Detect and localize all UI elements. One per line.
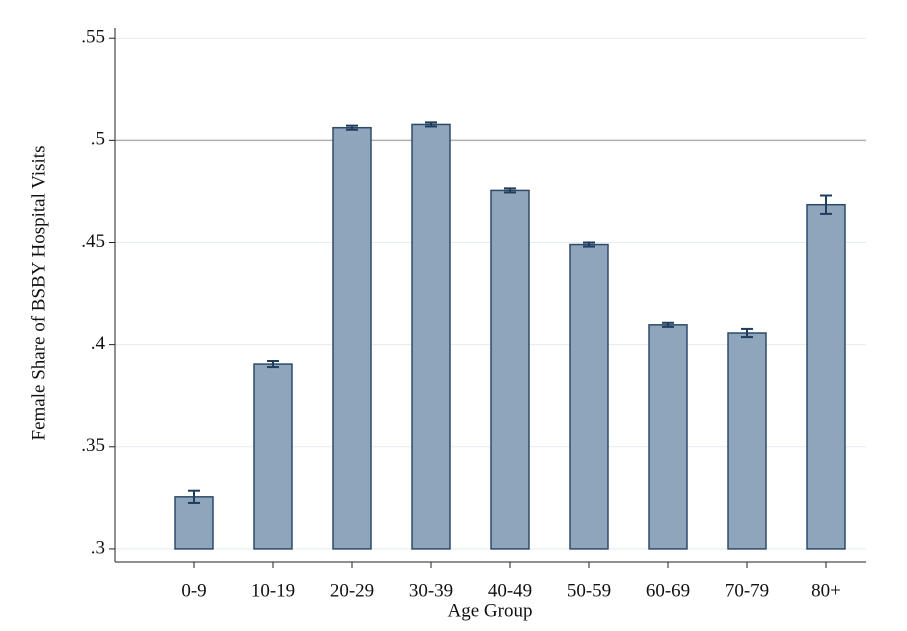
bar — [648, 324, 688, 550]
x-tick-label: 80+ — [811, 580, 841, 601]
bar — [411, 123, 451, 550]
x-axis-label: Age Group — [448, 600, 533, 621]
x-tick-label: 40-49 — [488, 580, 532, 601]
bar — [174, 496, 214, 550]
x-tick-label: 20-29 — [330, 580, 374, 601]
bar — [490, 189, 530, 550]
y-tick-label: .55 — [81, 27, 105, 48]
y-tick-label: .35 — [81, 435, 105, 456]
bar — [569, 243, 609, 550]
y-tick-label: .5 — [91, 129, 105, 150]
bar — [727, 332, 767, 550]
y-tick-label: .45 — [81, 231, 105, 252]
y-axis-label: Female Share of BSBY Hospital Visits — [28, 146, 49, 441]
bar — [332, 126, 372, 550]
y-tick-label: .3 — [91, 537, 105, 558]
x-tick-label: 50-59 — [567, 580, 611, 601]
x-tick-label: 70-79 — [725, 580, 769, 601]
x-tick-label: 0-9 — [181, 580, 206, 601]
y-tick-label: .4 — [91, 333, 106, 354]
x-tick-label: 60-69 — [646, 580, 690, 601]
bar — [806, 203, 846, 550]
x-tick-label: 30-39 — [409, 580, 453, 601]
bar — [253, 363, 293, 550]
x-tick-label: 10-19 — [251, 580, 295, 601]
